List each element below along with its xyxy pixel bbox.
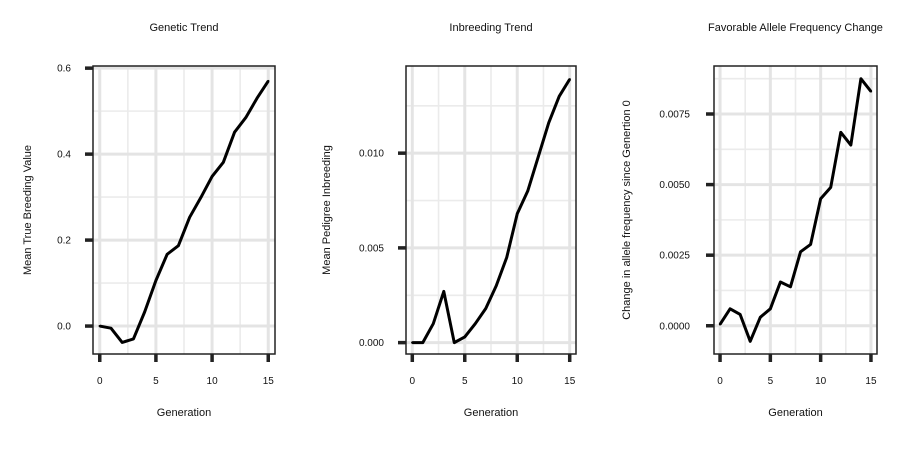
y-tick-label: 0.4 (57, 150, 71, 161)
x-axis-label: Generation (768, 407, 822, 419)
data-point (779, 280, 782, 284)
x-tick-label: 0 (410, 376, 416, 387)
y-axis-label: Mean True Breeding Value (22, 145, 34, 275)
data-point (121, 341, 124, 344)
x-tick-label: 10 (815, 376, 827, 387)
chart-title: Inbreeding Trend (449, 22, 532, 34)
data-point (869, 90, 873, 93)
data-point (267, 79, 270, 83)
y-tick-label: 0.010 (359, 149, 384, 160)
y-axis-label: Mean Pedigree Inbreeding (321, 145, 333, 275)
y-tick-label: 0.0050 (659, 180, 690, 191)
chart-title: Favorable Allele Frequency Change (708, 22, 883, 34)
data-point (199, 196, 203, 199)
y-axis-label: Change in allele frequency since Generti… (621, 100, 633, 320)
y-tick-label: 0.2 (57, 236, 71, 247)
data-point (222, 161, 225, 164)
x-tick-label: 10 (512, 376, 524, 387)
x-tick-label: 5 (768, 376, 774, 387)
data-point (255, 97, 259, 100)
x-axis-label: Generation (157, 407, 211, 419)
data-point (154, 279, 158, 282)
data-point (109, 327, 113, 330)
chart-title: Genetic Trend (149, 22, 218, 34)
data-point (210, 175, 214, 178)
panel-border (92, 65, 276, 355)
data-point (505, 256, 508, 259)
panel-border (713, 65, 878, 355)
data-point (484, 307, 487, 310)
x-tick-label: 15 (263, 376, 275, 387)
chart-panel-3: 0.0000 0.0025 0.0050 0.0075 0 5 10 15 Favorable … (621, 22, 883, 419)
y-tick-label: 0.000 (359, 338, 384, 349)
data-point (829, 186, 832, 189)
x-tick-label: 15 (564, 376, 576, 387)
y-tick-label: 0.6 (57, 64, 71, 75)
data-point (819, 197, 822, 200)
chart-panel-2: 0.000 0.005 0.010 0 5 10 15 Inbreeding Trend Gen… (321, 22, 577, 419)
y-tick-label: 0.0000 (659, 321, 690, 332)
data-point (132, 337, 135, 341)
data-point (474, 322, 477, 325)
data-point (233, 130, 236, 134)
data-point (859, 77, 863, 80)
series-line (412, 78, 571, 345)
y-tick-label: 0.0075 (659, 110, 690, 121)
data-point (809, 243, 812, 246)
data-point (537, 155, 540, 159)
x-tick-label: 10 (207, 376, 219, 387)
data-point (558, 95, 561, 98)
data-point (442, 290, 445, 293)
y-tick-label: 0.0025 (659, 251, 690, 262)
data-point (188, 216, 191, 219)
data-point (718, 323, 722, 326)
chart-panel-1: 0.0 0.2 0.4 0.6 0 5 10 15 Genetic Trend Generatio… (22, 22, 276, 419)
data-point (769, 307, 772, 311)
data-point (789, 285, 792, 288)
data-point (411, 341, 414, 344)
data-point (738, 313, 742, 316)
x-tick-label: 5 (153, 376, 159, 387)
data-point (432, 322, 435, 325)
data-point (143, 310, 146, 314)
x-tick-label: 5 (462, 376, 468, 387)
data-point (177, 244, 180, 247)
data-point (98, 324, 101, 328)
y-tick-label: 0.005 (359, 243, 384, 254)
data-point (799, 250, 802, 253)
series-line (718, 77, 873, 343)
y-tick-label: 0.0 (57, 322, 71, 333)
x-axis-label: Generation (464, 407, 518, 419)
data-point (244, 116, 247, 119)
x-tick-label: 0 (717, 376, 723, 387)
x-tick-label: 15 (865, 376, 877, 387)
data-point (568, 78, 571, 81)
data-point (547, 121, 550, 125)
data-point (463, 335, 466, 339)
data-point (453, 341, 456, 344)
data-point (839, 131, 842, 134)
data-point (759, 316, 762, 319)
data-point (526, 189, 529, 193)
series-line (99, 80, 270, 344)
data-point (749, 340, 752, 343)
data-point (165, 253, 169, 256)
data-point (516, 212, 519, 215)
x-tick-label: 0 (97, 376, 103, 387)
data-point (849, 143, 853, 147)
panel-border (405, 65, 577, 355)
data-point (421, 341, 424, 344)
data-point (495, 284, 498, 287)
data-point (728, 307, 732, 311)
